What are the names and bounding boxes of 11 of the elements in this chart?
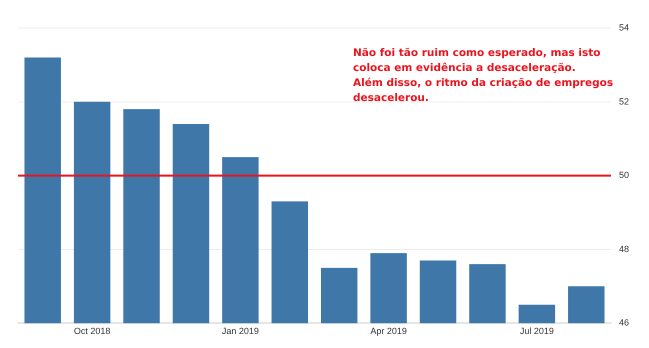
x-tick-label: Jan 2019 [222,326,259,336]
x-tick-label: Oct 2018 [74,326,110,336]
annotation: Além disso, o ritmo da criação de empregos desacelerou. [353,77,614,104]
x-tick-label: Jul 2019 [520,326,554,336]
y-tick-label: 46 [618,318,630,328]
y-tick-label: 50 [618,170,630,180]
x-tick-label: Apr 2019 [370,326,407,336]
y-tick-label: 48 [618,244,630,254]
annotation: Não foi tão ruim como esperado, mas isto coloca em evidência a desaceleração. [353,46,602,76]
y-tick-label: 52 [618,96,630,106]
y-tick-label: 54 [618,22,630,32]
